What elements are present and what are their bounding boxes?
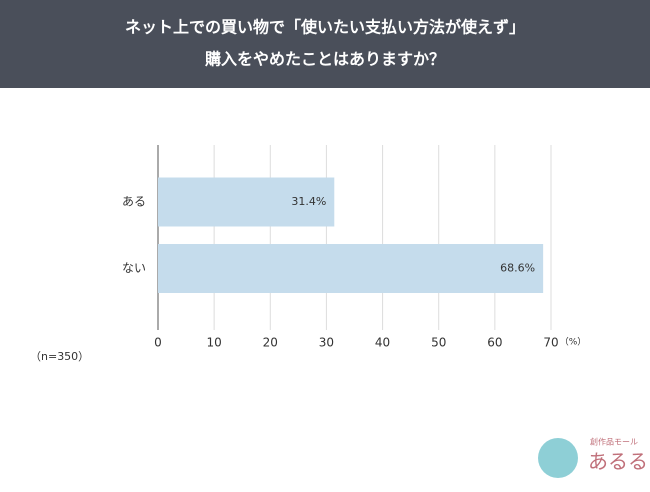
x-tick-label: 0	[154, 336, 162, 350]
bar	[158, 177, 335, 227]
value-label: 68.6%	[500, 262, 535, 275]
bar	[158, 244, 544, 293]
x-tick-label: 40	[375, 336, 390, 350]
x-unit: （%）	[560, 337, 587, 348]
x-tick-label: 20	[263, 336, 278, 350]
x-tick-label: 30	[319, 336, 334, 350]
x-tick-label: 60	[487, 336, 502, 350]
x-tick-label: 10	[207, 336, 222, 350]
x-tick-label: 50	[431, 336, 446, 350]
logo-icon	[538, 438, 578, 478]
logo-tagline: 創作品モール	[590, 437, 638, 447]
logo-name: あるる	[588, 450, 648, 474]
y-tick-label: ある	[122, 195, 146, 209]
header-band	[0, 0, 650, 88]
y-tick-label: ない	[122, 261, 146, 275]
chart-title: 購入をやめたことはありますか？	[204, 50, 445, 69]
value-label: 31.4%	[291, 195, 326, 208]
note: （n=350）	[30, 350, 89, 363]
x-tick-label: 70	[543, 336, 558, 350]
chart-title: ネット上での買い物で「使いたい支払い方法が使えず」	[125, 18, 525, 37]
